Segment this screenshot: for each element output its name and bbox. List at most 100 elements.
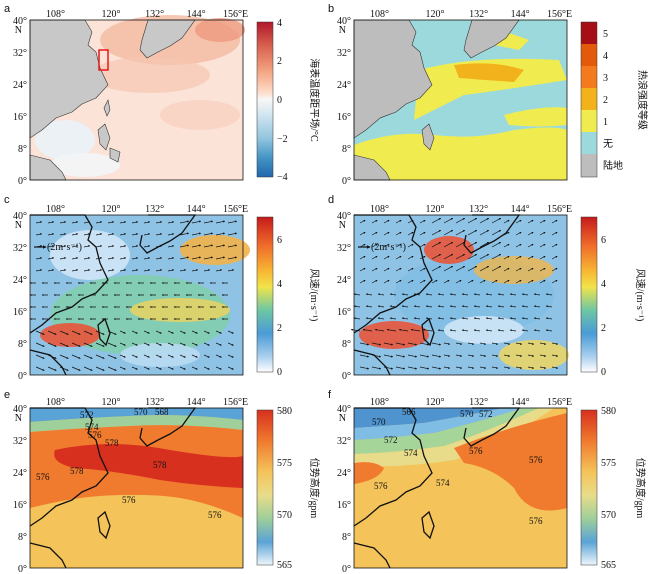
panel-f: f 566 570 572 570 572 574 576 576 576: [328, 389, 568, 569]
wind-arrow: [503, 342, 511, 345]
lat-n-label: N: [339, 413, 346, 424]
lon-tick-label: 144°: [511, 9, 530, 20]
wind-arrow: [386, 328, 397, 332]
wind-arrow: [395, 279, 402, 284]
wind-arrow: [539, 366, 547, 369]
wind-arrow: [353, 305, 361, 308]
wind-arrow: [71, 342, 81, 347]
panel-letter-f: f: [328, 389, 332, 401]
wind-arrow: [443, 217, 454, 224]
wind-arrow: [527, 243, 534, 248]
colorbar-gph-f: 580 575 570 565 位势高度/gpm: [580, 406, 647, 571]
lat-tick-label: 32°: [13, 243, 27, 254]
wind-arrow: [455, 229, 466, 236]
wind-arrow: [359, 354, 370, 358]
wind-arrow: [509, 317, 517, 320]
lat-tick-label: 16°: [337, 307, 351, 318]
wind-arrow: [359, 231, 366, 236]
wind-arrow: [455, 217, 466, 224]
tick-label: 4: [601, 279, 606, 290]
wind-arrow: [131, 233, 139, 236]
wind-arrow: [353, 293, 361, 296]
lat-tick-label: 24°: [337, 275, 351, 286]
contour-label: 578: [153, 460, 167, 470]
wind-arrow: [215, 354, 222, 358]
wind-arrow: [491, 279, 498, 284]
wind-arrow: [455, 279, 462, 284]
wind-arrow: [371, 342, 382, 346]
wind-arrow: [473, 329, 481, 332]
wind-arrow: [155, 257, 163, 260]
lon-tick-label: 156°E: [223, 397, 248, 408]
panel-letter-b: b: [328, 3, 334, 15]
wind-arrow: [35, 269, 43, 272]
wind-vectors-d: [350, 217, 559, 370]
wind-arrow: [374, 328, 385, 332]
wind-arrow: [533, 317, 541, 320]
wind-arrow: [410, 328, 421, 332]
lat-n-label: N: [339, 220, 346, 231]
wind-arrow: [479, 217, 490, 224]
wind-arrow: [203, 269, 211, 272]
lon-tick-label: 156°E: [223, 9, 248, 20]
wind-arrow: [419, 255, 426, 260]
wind-arrow: [467, 279, 474, 284]
wind-arrow: [59, 330, 69, 335]
wind-arrow: [455, 366, 463, 369]
wind-arrow: [491, 366, 499, 369]
wind-arrow: [179, 220, 190, 224]
wind-arrow: [425, 317, 433, 320]
wind-arrow: [371, 279, 378, 284]
wind-arrow: [413, 293, 421, 296]
wind-arrow: [461, 293, 469, 296]
tick-label: 570: [601, 510, 616, 521]
wind-arrow: [359, 267, 366, 272]
contour-label: 570: [134, 407, 148, 417]
wind-arrow: [227, 256, 238, 260]
wind-arrow: [539, 243, 546, 248]
wind-arrow: [71, 245, 79, 248]
wind-arrow: [419, 366, 430, 370]
lat-tick-label: 16°: [13, 112, 27, 123]
wind-arrow: [179, 342, 186, 346]
wind-arrow: [131, 245, 139, 248]
panel-c: c (2m·s⁻¹): [4, 194, 250, 376]
wind-arrow: [473, 305, 481, 308]
wind-arrow: [35, 366, 45, 371]
wind-arrow: [461, 329, 469, 332]
wind-arrow: [503, 219, 510, 224]
wind-arrow: [143, 366, 150, 370]
wind-arrow: [407, 219, 414, 224]
wind-arrow: [449, 305, 457, 308]
colorbar-gph-e: 580 575 570 565 位势高度/gpm: [256, 406, 321, 571]
wind-arrow: [35, 330, 45, 335]
wind-arrow: [401, 317, 409, 320]
wind-arrow: [437, 305, 445, 308]
wind-arrow: [443, 279, 450, 284]
wind-arrow: [431, 241, 442, 248]
wind-arrow: [107, 233, 115, 236]
contour-label: 574: [85, 422, 99, 432]
contour-label: 574: [404, 448, 418, 458]
wind-arrow: [398, 328, 409, 332]
lat-n-label: N: [15, 220, 22, 231]
wind-arrow: [539, 231, 546, 236]
contour-labels-e: 572 570 568 574 576 578 578 578 576 576 …: [36, 407, 222, 520]
lat-n-label: N: [15, 25, 22, 36]
wind-arrow: [35, 354, 45, 359]
wind-arrow: [119, 269, 127, 272]
wind-arrow: [443, 354, 451, 357]
lat-tick-label: 24°: [337, 80, 351, 91]
wind-arrow: [155, 221, 163, 224]
wind-arrow: [59, 245, 67, 248]
panel-d: d (2m·s⁻¹): [328, 194, 569, 376]
wind-arrow: [455, 354, 463, 357]
wind-arrow: [362, 328, 373, 332]
lon-tick-label: 144°: [187, 397, 206, 408]
wind-arrow: [227, 366, 234, 370]
lat-tick-label: 32°: [13, 48, 27, 59]
lon-tick-label: 156°E: [223, 204, 248, 215]
wind-arrow: [155, 245, 163, 248]
wind-arrow: [191, 244, 202, 248]
wind-arrow: [527, 231, 534, 236]
